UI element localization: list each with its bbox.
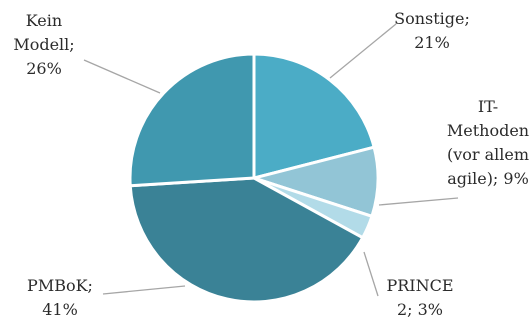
data-label-it-methoden: IT- Methoden (vor allem agile); 9% — [447, 97, 529, 188]
data-label-line: 2; 3% — [397, 300, 443, 319]
pie-slice-pmbok — [128, 176, 365, 304]
leader-line-pmbok — [102, 285, 186, 295]
data-label-kein-modell: Kein Modell; 26% — [13, 11, 74, 78]
pie-slice-kein-modell — [128, 52, 256, 188]
data-label-pmbok: PMBoK; 41% — [27, 276, 93, 319]
data-label-prince2: PRINCE 2; 3% — [386, 276, 453, 319]
data-label-line: (vor allem — [447, 145, 529, 164]
data-label-line: PRINCE — [386, 276, 453, 295]
leader-line-kein-modell — [83, 59, 161, 94]
data-label-line: Kein — [26, 11, 62, 30]
data-label-line: IT- — [478, 97, 498, 116]
pie-slices — [128, 52, 380, 304]
data-label-line: Sonstige; — [394, 9, 470, 28]
data-label-line: 41% — [42, 300, 78, 319]
data-label-line: PMBoK; — [27, 276, 93, 295]
leader-lines — [83, 23, 459, 297]
data-label-line: Methoden — [447, 121, 529, 140]
data-label-line: Modell; — [13, 35, 74, 54]
leader-line-prince2 — [363, 251, 379, 297]
data-label-line: agile); 9% — [447, 169, 529, 188]
data-label-sonstige: Sonstige; 21% — [394, 9, 470, 52]
leader-line-it-methoden — [378, 197, 459, 206]
data-label-line: 21% — [414, 33, 450, 52]
leader-line-sonstige — [329, 23, 397, 79]
data-labels: Sonstige; 21% IT- Methoden (vor allem agile);… — [13, 9, 529, 319]
data-label-line: 26% — [26, 59, 62, 78]
pie-slice-sonstige — [252, 52, 376, 180]
